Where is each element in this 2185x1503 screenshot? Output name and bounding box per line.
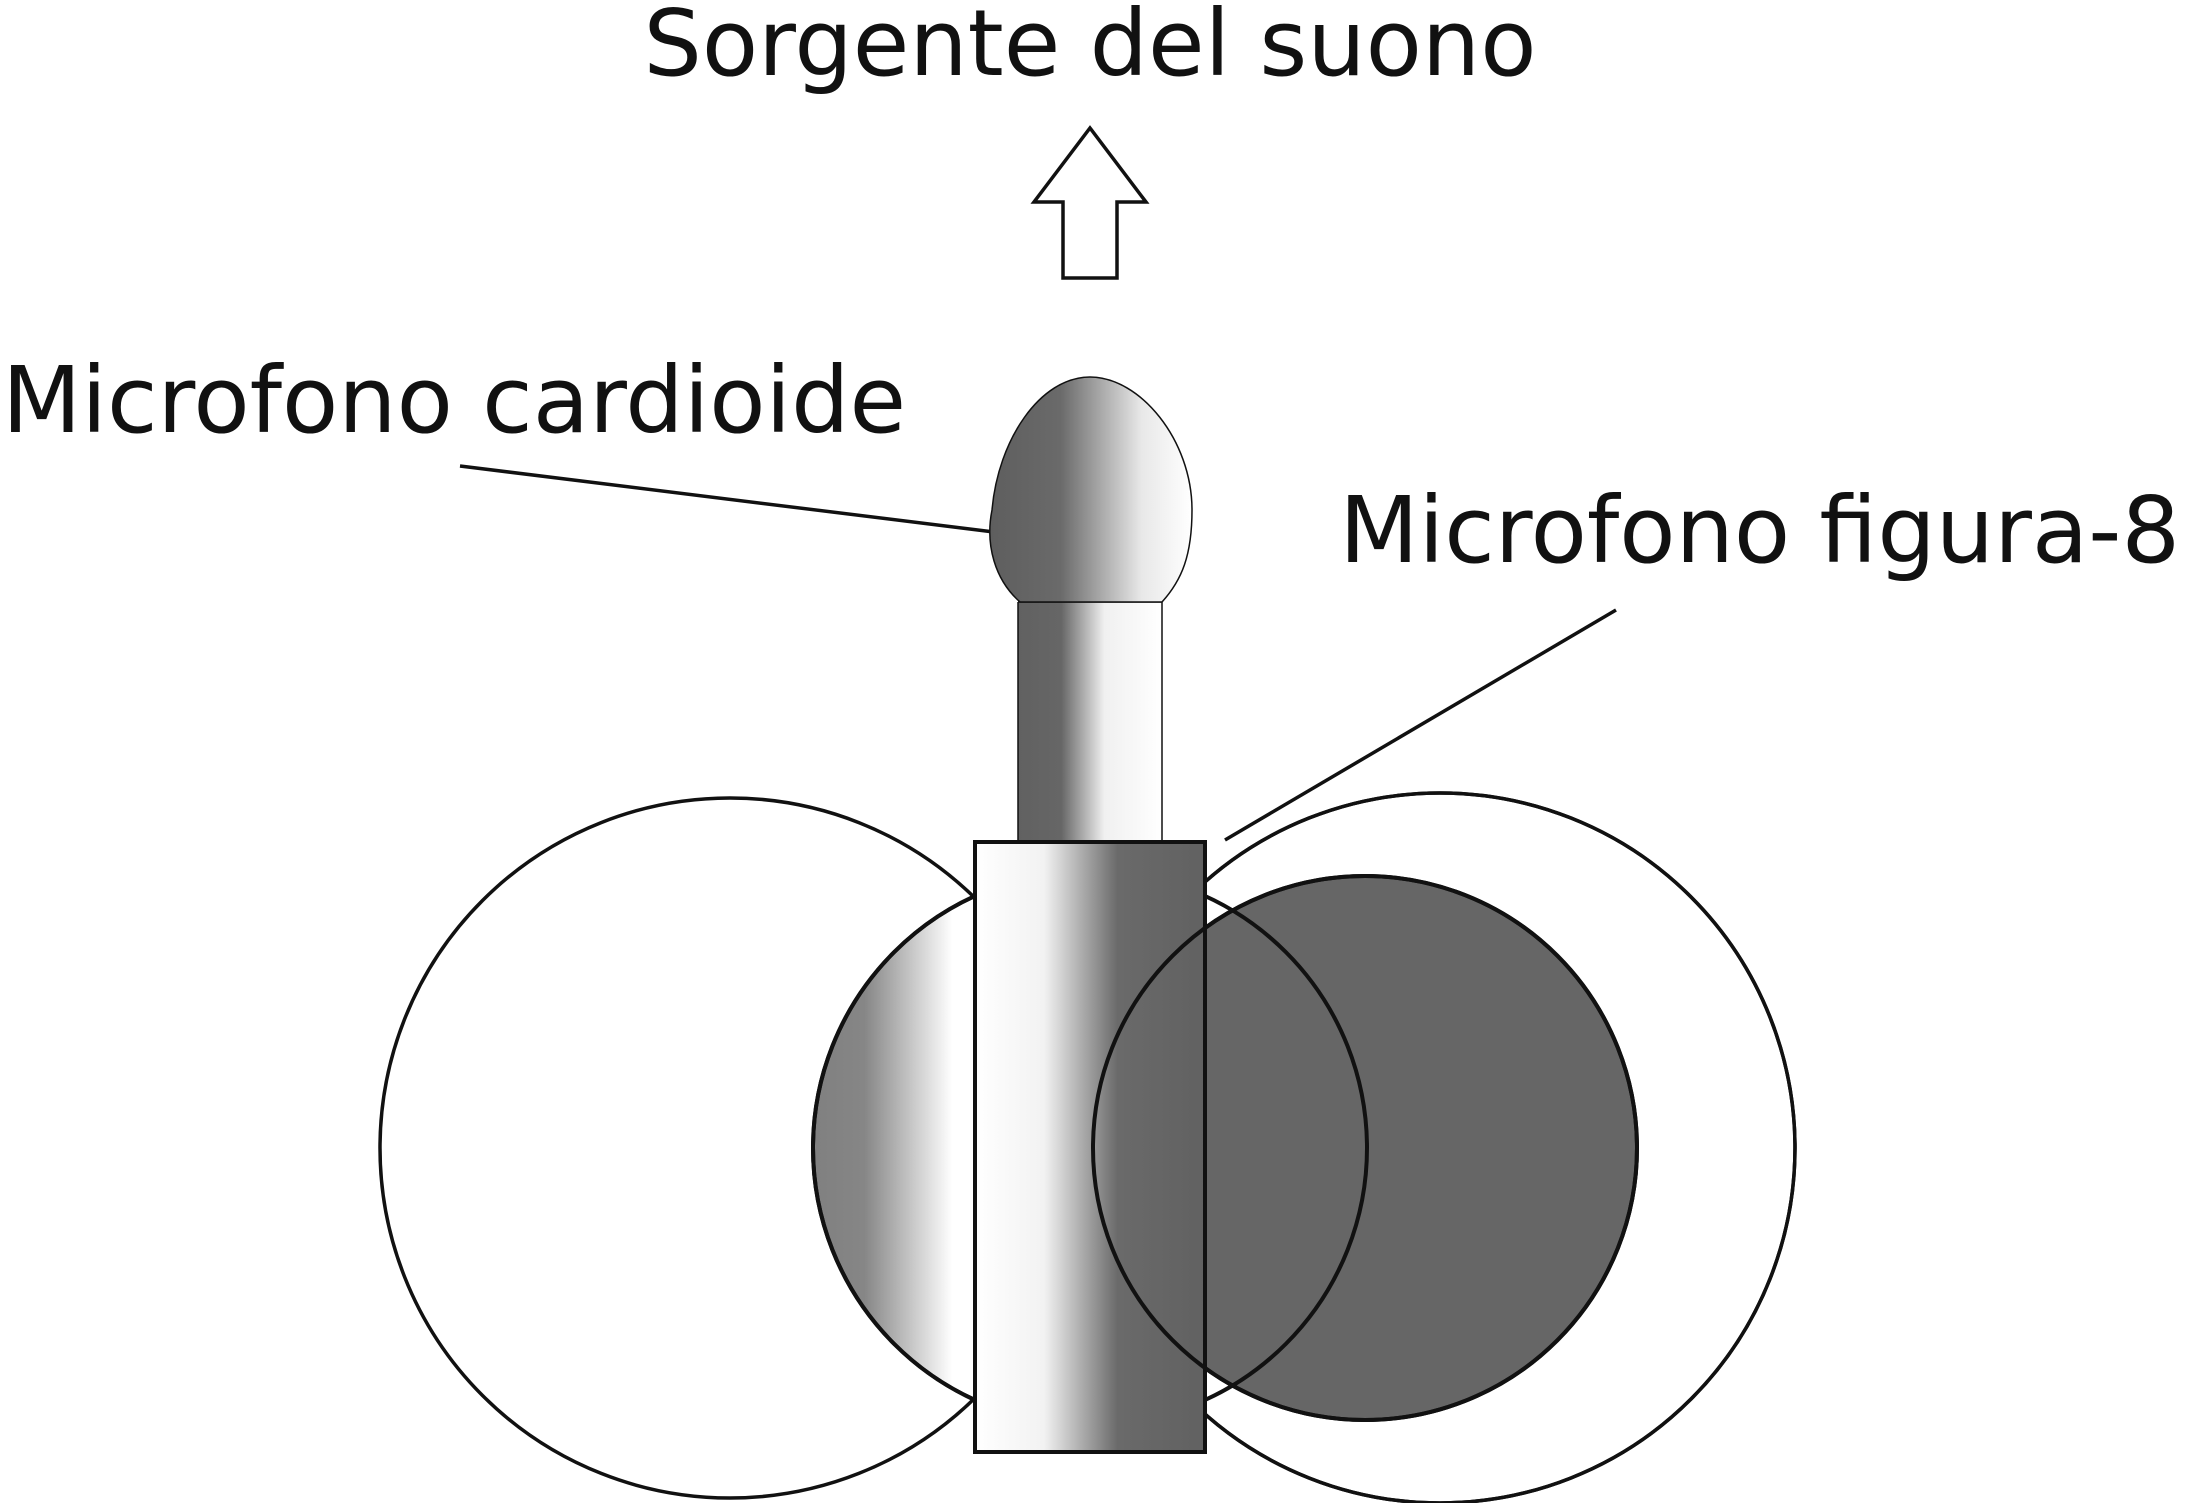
cardioid-leader-line bbox=[459, 464, 1011, 536]
cardioid-capsule-head bbox=[989, 376, 1193, 603]
figure8-leader-line bbox=[1224, 608, 1617, 842]
microphone-stem bbox=[1018, 602, 1162, 842]
cardioid-mic-label: Microfono cardioide bbox=[2, 347, 906, 454]
figure8-microphone-body bbox=[973, 840, 1207, 1454]
sound-source-label: Sorgente del suono bbox=[643, 0, 1536, 97]
figure8-mic-label: Microfono figura-8 bbox=[1339, 477, 2180, 584]
arrow-up-icon bbox=[1030, 125, 1150, 280]
